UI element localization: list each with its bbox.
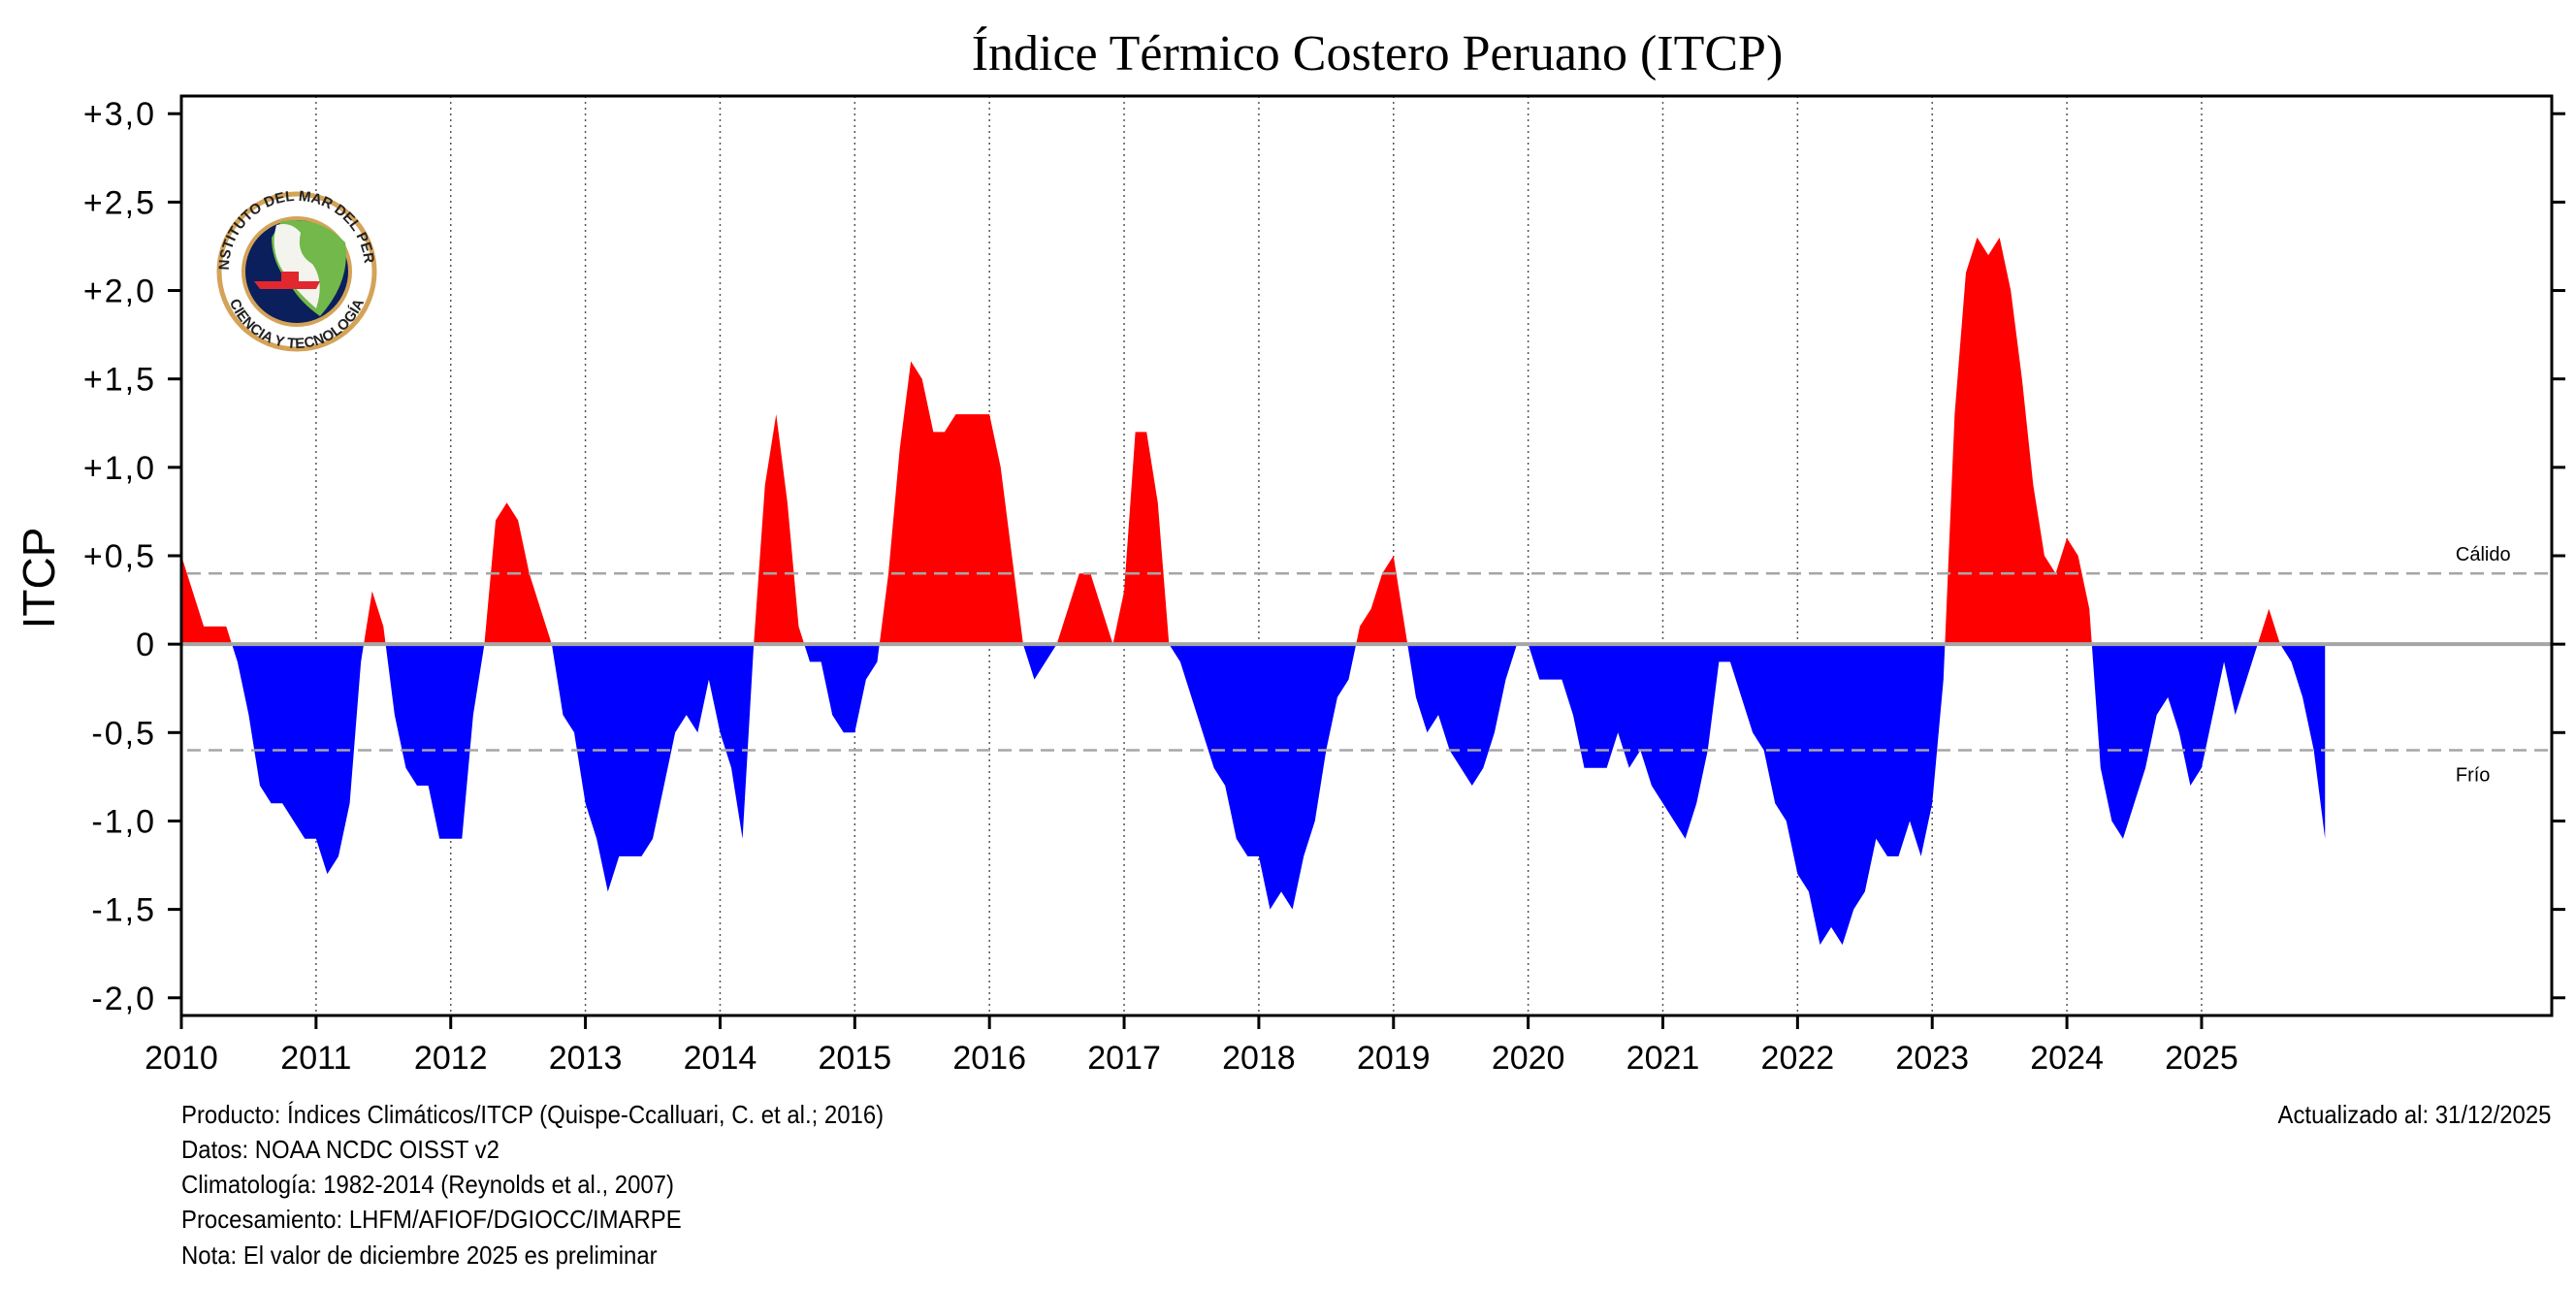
x-tick-label: 2023 bbox=[1895, 1040, 1969, 1077]
y-tick-label: +1,0 bbox=[83, 450, 156, 487]
y-tick-label: -1,5 bbox=[91, 892, 156, 929]
x-tick-label: 2021 bbox=[1626, 1040, 1700, 1077]
x-tick-label: 2016 bbox=[952, 1040, 1026, 1077]
x-tick-label: 2024 bbox=[2030, 1040, 2104, 1077]
y-axis: +3,0 +2,5 +2,0 +1,5 +1,0 +0,5 0 -0,5 -1,0 -1,5 -2,… bbox=[83, 96, 2565, 1017]
footer-data: Datos: NOAA NCDC OISST v2 bbox=[181, 1135, 499, 1164]
y-tick-label: +3,0 bbox=[83, 96, 156, 133]
y-tick-label: +2,0 bbox=[83, 274, 156, 310]
y-tick-label: 0 bbox=[136, 627, 156, 663]
footer-climatology: Climatología: 1982-2014 (Reynolds et al.… bbox=[181, 1170, 674, 1199]
x-tick-label: 2011 bbox=[280, 1040, 351, 1077]
y-tick-label: +1,5 bbox=[83, 362, 156, 399]
cold-anomaly-area bbox=[181, 644, 2326, 946]
footer-processing: Procesamiento: LHFM/AFIOF/DGIOCC/IMARPE bbox=[181, 1205, 682, 1234]
y-tick-label: -1,0 bbox=[91, 803, 156, 840]
x-axis: 2010 2011 2012 2013 2014 2015 2016 2017 2018 2019… bbox=[145, 1015, 2238, 1077]
threshold-label: Frío bbox=[2456, 765, 2491, 787]
y-tick-label: +0,5 bbox=[83, 538, 156, 575]
imarpe-logo: INSTITUTO DEL MAR DEL PERÚ CIENCIA Y TEC… bbox=[0, 0, 377, 352]
x-tick-label: 2025 bbox=[2165, 1040, 2238, 1077]
threshold-label: Cálido bbox=[2456, 544, 2511, 565]
x-tick-label: 2014 bbox=[684, 1040, 757, 1077]
x-tick-label: 2013 bbox=[549, 1040, 623, 1077]
x-tick-label: 2015 bbox=[818, 1040, 891, 1077]
year-gridlines bbox=[315, 96, 2203, 1015]
x-tick-label: 2012 bbox=[414, 1040, 488, 1077]
y-tick-label: -0,5 bbox=[91, 715, 156, 752]
warm-anomaly-area bbox=[181, 237, 2280, 645]
x-tick-label: 2022 bbox=[1761, 1040, 1835, 1077]
y-axis-label: ITCP bbox=[14, 528, 64, 629]
plot-frame bbox=[179, 94, 2554, 1017]
x-tick-label: 2010 bbox=[145, 1040, 218, 1077]
y-tick-label: +2,5 bbox=[83, 184, 156, 221]
y-tick-label: -2,0 bbox=[91, 981, 156, 1017]
chart-title: Índice Térmico Costero Peruano (ITCP) bbox=[972, 25, 1784, 81]
footer-note: Nota: El valor de diciembre 2025 es prel… bbox=[181, 1241, 658, 1270]
x-tick-label: 2019 bbox=[1357, 1040, 1431, 1077]
x-tick-label: 2018 bbox=[1222, 1040, 1296, 1077]
x-tick-label: 2020 bbox=[1492, 1040, 1565, 1077]
x-tick-label: 2017 bbox=[1087, 1040, 1161, 1077]
updated-date: Actualizado al: 31/12/2025 bbox=[2277, 1100, 2551, 1129]
footer-product: Producto: Índices Climáticos/ITCP (Quisp… bbox=[181, 1100, 885, 1129]
